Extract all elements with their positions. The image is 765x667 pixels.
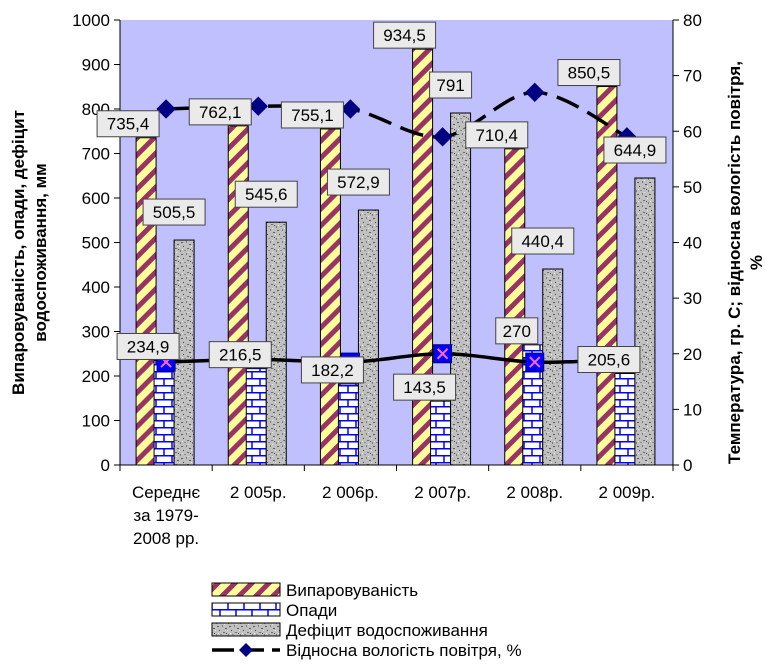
y2-tick-label: 50 [683,178,702,197]
data-label: 735,4 [96,110,160,138]
legend-entry: Випаровуваність [211,581,418,600]
svg-text:216,5: 216,5 [219,346,262,365]
data-label: 216,5 [208,341,272,369]
svg-text:572,9: 572,9 [337,173,380,192]
y2-tick-label: 30 [683,289,702,308]
svg-text:791: 791 [436,76,464,95]
bar [614,373,636,466]
x-tick-label: 2 008р. [506,483,563,502]
y-axis-title: Випаровуваність, опади, дефіцит водоспожи… [9,110,50,395]
data-label: 545,6 [234,180,298,208]
legend-entry: Опади [211,601,337,620]
svg-text:710,4: 710,4 [475,126,518,145]
line-marker [525,352,545,372]
y-tick-label: 0 [101,456,110,475]
data-label: 710,4 [465,121,529,149]
bar [634,177,656,466]
data-label: 270 [495,317,539,345]
data-label: 440,4 [511,227,575,255]
y2-tick-label: 80 [683,11,702,30]
svg-text:440,4: 440,4 [521,232,564,251]
x-tick-label: 2 005р. [230,483,287,502]
bar [227,125,249,466]
data-label: 791 [429,71,473,99]
y2-axis-title: Температура, гр. С; відносна вологість п… [725,61,765,464]
y-tick-label: 1000 [72,11,110,30]
y2-tick-label: 70 [683,67,702,86]
svg-text:205,6: 205,6 [588,351,631,370]
svg-text:762,1: 762,1 [199,103,242,122]
y2-tick-label: 60 [683,122,702,141]
bar [153,359,175,466]
bar [337,383,359,466]
data-label: 572,9 [326,168,390,196]
data-label: 234,9 [116,332,180,360]
line-marker [248,96,268,116]
data-label: 755,1 [280,101,344,129]
y2-tick-label: 20 [683,345,702,364]
bar [450,112,472,466]
svg-text:850,5: 850,5 [568,64,611,83]
data-label: 850,5 [557,59,621,87]
y2-tick-label: 10 [683,400,702,419]
y2-tick-label: 0 [683,456,692,475]
y-tick-label: 500 [82,234,110,253]
y2-tick-label: 40 [683,234,702,253]
line-marker [156,99,176,119]
data-label: 505,5 [142,198,206,226]
data-label: 143,5 [393,373,457,401]
svg-text:755,1: 755,1 [291,106,334,125]
line-marker [340,99,361,119]
svg-text:644,9: 644,9 [614,141,657,160]
y-tick-label: 600 [82,189,110,208]
y-tick-label: 700 [82,145,110,164]
y-tick-label: 200 [82,367,110,386]
svg-text:143,5: 143,5 [403,378,446,397]
bar [135,137,157,466]
line-marker [432,127,453,147]
svg-text:234,9: 234,9 [127,337,170,356]
bar [430,400,452,466]
data-label: 934,5 [373,21,437,49]
x-tick-label: 2 006р. [322,483,379,502]
legend-entry: Дефіцит водоспоживання [211,621,488,640]
svg-text:735,4: 735,4 [107,115,150,134]
data-label: 762,1 [188,98,252,126]
line-marker [433,344,453,364]
svg-text:270: 270 [503,322,531,341]
svg-text:505,5: 505,5 [153,203,196,222]
data-label: 644,9 [603,136,667,164]
line-marker [525,82,545,103]
svg-text:545,6: 545,6 [245,185,288,204]
svg-text:182,2: 182,2 [311,361,354,380]
svg-text:Відносна вологість повітря, %: Відносна вологість повітря, % [286,641,522,660]
svg-text:934,5: 934,5 [383,26,426,45]
data-label: 182,2 [300,356,364,384]
y-tick-label: 100 [82,412,110,431]
bar [357,209,379,466]
x-tick-label: 2 007р. [414,483,471,502]
bar [245,368,267,466]
x-tick-label: Середнє за 1979-2008 рр. [132,483,201,548]
legend-entry: Відносна вологість повітря, % [212,641,522,660]
svg-text:Випаровуваність: Випаровуваність [286,581,418,600]
svg-text:Опади: Опади [286,601,337,620]
y-tick-label: 900 [82,56,110,75]
bar [504,148,526,466]
bar [542,268,564,466]
bar [412,48,434,466]
data-label: 205,6 [577,346,641,374]
y-tick-label: 300 [82,323,110,342]
y-tick-label: 400 [82,278,110,297]
x-tick-label: 2 009р. [599,483,656,502]
svg-text:Дефіцит водоспоживання: Дефіцит водоспоживання [286,621,488,640]
